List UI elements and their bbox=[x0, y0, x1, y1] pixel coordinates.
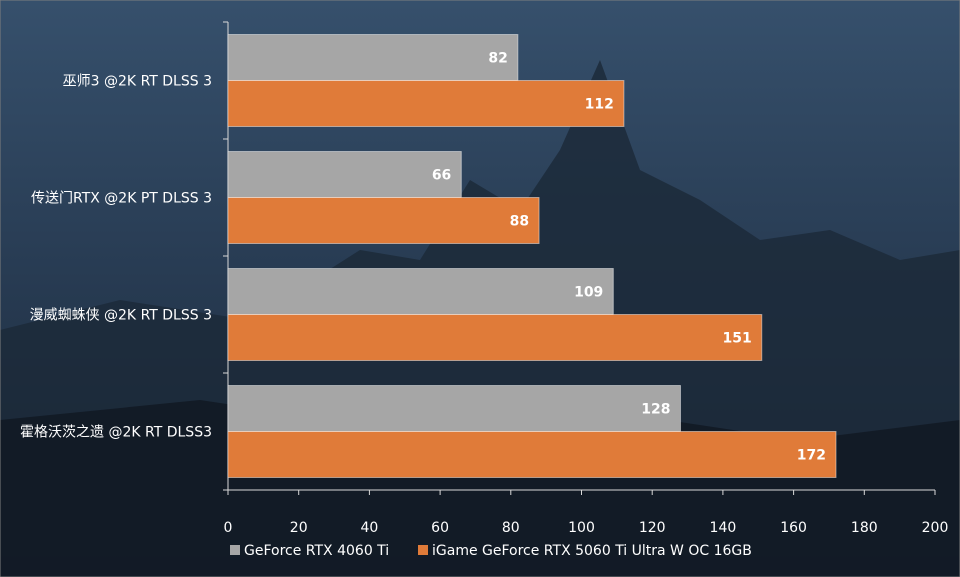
legend-label-1: iGame GeForce RTX 5060 Ti Ultra W OC 16G… bbox=[432, 543, 752, 559]
category-label: 漫威蜘蛛侠 @2K RT DLSS 3 bbox=[30, 308, 212, 324]
bar-series-0-2 bbox=[227, 268, 614, 315]
category-label: 霍格沃茨之遗 @2K RT DLSS3 bbox=[20, 425, 212, 441]
legend-label-0: GeForce RTX 4060 Ti bbox=[244, 543, 389, 559]
x-tick-label: 100 bbox=[568, 520, 595, 536]
bar-series-0-3 bbox=[227, 385, 681, 432]
x-tick-label: 40 bbox=[360, 520, 378, 536]
category-label: 巫师3 @2K RT DLSS 3 bbox=[63, 74, 212, 90]
data-label: 66 bbox=[432, 168, 451, 184]
x-tick-label: 160 bbox=[780, 520, 807, 536]
x-tick-label: 20 bbox=[290, 520, 308, 536]
data-label: 112 bbox=[585, 97, 614, 113]
bar-series-1-1 bbox=[227, 197, 540, 244]
x-tick-label: 0 bbox=[224, 520, 233, 536]
data-label: 88 bbox=[510, 214, 529, 230]
x-tick-label: 140 bbox=[710, 520, 737, 536]
x-tick-label: 200 bbox=[922, 520, 949, 536]
x-tick-label: 120 bbox=[639, 520, 666, 536]
x-tick-label: 80 bbox=[502, 520, 520, 536]
legend-swatch-0 bbox=[230, 545, 240, 555]
bar-series-1-2 bbox=[227, 314, 763, 361]
bar-series-1-0 bbox=[227, 80, 625, 127]
data-label: 172 bbox=[797, 448, 826, 464]
x-tick-label: 60 bbox=[431, 520, 449, 536]
category-label: 传送门RTX @2K PT DLSS 3 bbox=[31, 191, 212, 207]
bar-series-0-0 bbox=[227, 34, 519, 81]
data-label: 82 bbox=[488, 51, 507, 67]
data-label: 109 bbox=[574, 285, 603, 301]
bar-series-1-3 bbox=[227, 431, 837, 478]
x-tick-label: 180 bbox=[851, 520, 878, 536]
data-label: 151 bbox=[723, 331, 752, 347]
legend-swatch-1 bbox=[418, 545, 428, 555]
bar-series-0-1 bbox=[227, 151, 462, 198]
data-label: 128 bbox=[641, 402, 670, 418]
